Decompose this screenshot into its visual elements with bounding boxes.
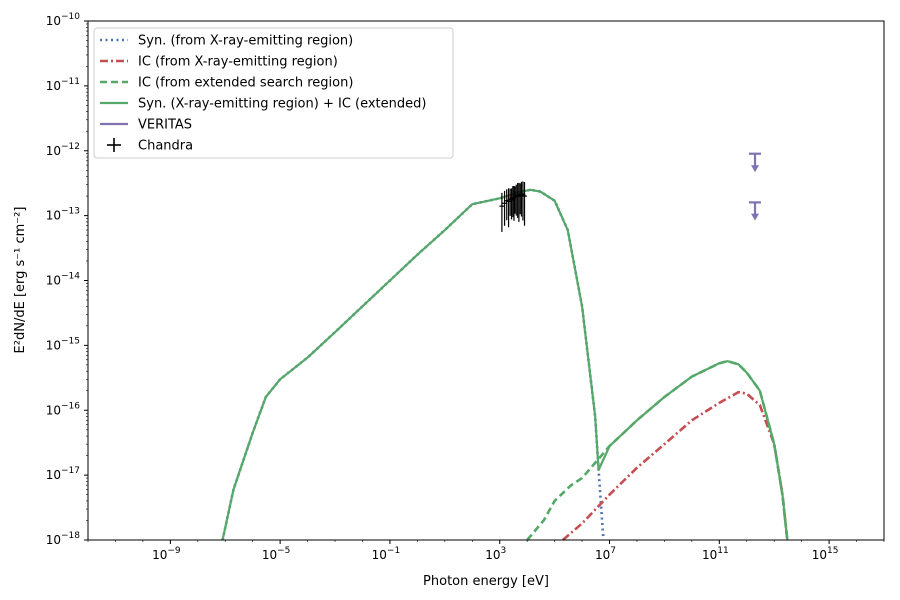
x-tick-base: 10 (152, 548, 167, 562)
veritas-arrow-head (751, 213, 760, 221)
y-tick-exponent: −13 (61, 207, 80, 217)
y-tick-label: 10−13 (46, 207, 80, 223)
y-tick-label: 10−17 (46, 466, 80, 482)
x-axis-label: Photon energy [eV] (423, 574, 549, 589)
y-axis-ticks: 10−1810−1710−1610−1510−1410−1310−1210−11… (46, 12, 88, 547)
x-tick-label: 1015 (812, 546, 839, 562)
markers-layer (499, 152, 761, 232)
legend-entry: VERITAS (138, 118, 192, 133)
y-tick-exponent: −10 (61, 12, 80, 22)
x-tick-base: 10 (702, 548, 717, 562)
y-tick-base: 10 (46, 144, 61, 158)
y-tick-label: 10−10 (46, 12, 81, 28)
y-tick-label: 10−12 (46, 142, 80, 158)
y-tick-exponent: −17 (61, 466, 80, 476)
x-tick-exponent: −5 (277, 546, 290, 556)
x-tick-exponent: −9 (167, 546, 181, 556)
y-axis-label: E²dN/dE [erg s⁻¹ cm⁻²] (13, 207, 28, 354)
x-tick-exponent: −1 (387, 546, 400, 556)
veritas-arrow-head (751, 165, 760, 173)
x-tick-exponent: 7 (610, 546, 616, 556)
legend-entry: IC (from X-ray-emitting region) (138, 55, 338, 70)
x-tick-label: 10−1 (372, 546, 401, 562)
y-tick-label: 10−14 (46, 272, 81, 288)
y-tick-exponent: −16 (61, 401, 80, 411)
y-tick-base: 10 (46, 274, 61, 288)
x-tick-exponent: 11 (717, 546, 728, 556)
y-tick-exponent: −18 (61, 531, 80, 541)
x-tick-base: 10 (812, 548, 827, 562)
legend-entry: Chandra (138, 139, 193, 154)
x-tick-label: 10−9 (152, 546, 181, 562)
x-tick-label: 10−5 (262, 546, 291, 562)
legend: Syn. (from X-ray-emitting region) IC (fro… (93, 27, 454, 159)
x-tick-exponent: 3 (500, 546, 506, 556)
legend-entry: IC (from extended search region) (138, 76, 353, 91)
y-tick-exponent: −15 (61, 336, 80, 346)
x-axis-ticks: 10−9 10−5 10−1 103 107 1011 1015 (87, 540, 885, 562)
x-tick-exponent: 15 (827, 546, 838, 556)
y-tick-base: 10 (46, 533, 61, 547)
x-tick-base: 10 (485, 548, 500, 562)
x-tick-base: 10 (372, 548, 387, 562)
y-tick-label: 10−18 (46, 531, 81, 547)
x-tick-base: 10 (262, 548, 277, 562)
x-tick-base: 10 (595, 548, 610, 562)
x-tick-label: 103 (485, 546, 506, 562)
legend-entry: Syn. (from X-ray-emitting region) (138, 34, 353, 49)
y-tick-exponent: −14 (61, 272, 80, 282)
y-tick-exponent: −12 (61, 142, 80, 152)
series-line-3 (221, 188, 789, 541)
y-tick-label: 10−16 (46, 401, 81, 417)
y-tick-label: 10−11 (46, 77, 80, 93)
y-tick-base: 10 (46, 79, 61, 93)
y-tick-base: 10 (46, 14, 61, 28)
y-tick-base: 10 (46, 468, 61, 482)
legend-entry: Syn. (X-ray-emitting region) + IC (exten… (138, 97, 426, 112)
series-layer (221, 188, 789, 541)
y-tick-label: 10−15 (46, 336, 80, 352)
y-tick-exponent: −11 (61, 77, 80, 87)
y-tick-base: 10 (46, 338, 61, 352)
series-line-1 (562, 390, 789, 541)
y-tick-base: 10 (46, 209, 61, 223)
x-tick-label: 1011 (702, 546, 729, 562)
y-tick-base: 10 (46, 403, 61, 417)
x-tick-label: 107 (595, 546, 616, 562)
legend-box (93, 27, 454, 159)
